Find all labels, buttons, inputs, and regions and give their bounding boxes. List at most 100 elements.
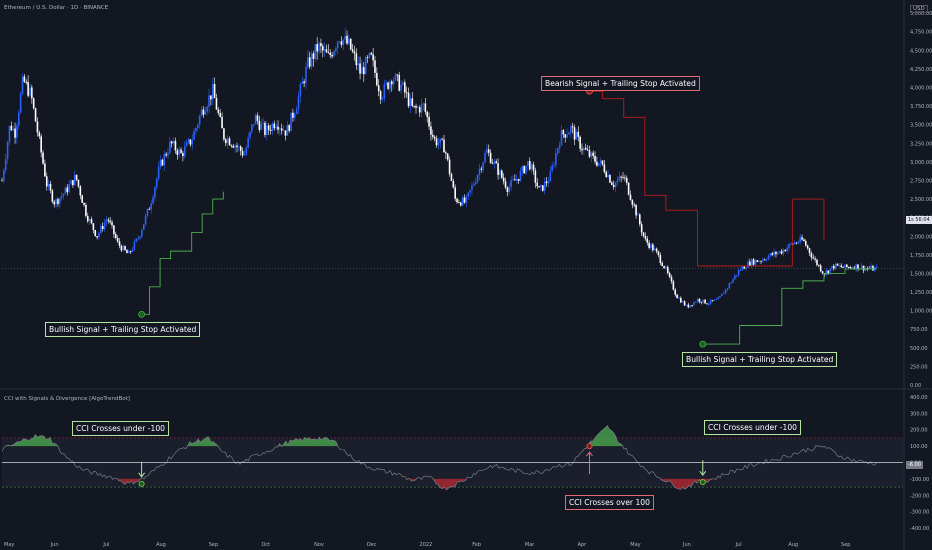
candle-body bbox=[404, 82, 406, 93]
candle-body bbox=[674, 289, 677, 295]
candle-body bbox=[379, 91, 382, 100]
cci-tick-label: -400.00 bbox=[910, 526, 929, 532]
candle-body bbox=[463, 197, 466, 203]
candle-body bbox=[47, 183, 50, 187]
candle-body bbox=[620, 176, 622, 178]
candle-body bbox=[254, 115, 257, 125]
candle-body bbox=[722, 293, 725, 295]
candle-body bbox=[64, 187, 67, 194]
candle-body bbox=[385, 82, 387, 84]
candle-body bbox=[527, 161, 529, 166]
candle-body bbox=[219, 113, 221, 117]
candle-body bbox=[135, 238, 138, 242]
candle-body bbox=[114, 234, 117, 238]
price-tick-label: 3,500.00 bbox=[910, 123, 932, 129]
candle-body bbox=[614, 182, 617, 188]
candle-body bbox=[390, 81, 393, 85]
candle-body bbox=[258, 120, 261, 130]
cci-tick-label: 400.00 bbox=[910, 395, 928, 401]
candle-body bbox=[176, 150, 179, 155]
candle-body bbox=[790, 243, 792, 245]
candle-body bbox=[232, 145, 235, 148]
candle-body bbox=[573, 127, 576, 140]
candle-body bbox=[763, 259, 766, 261]
cci-cross-over-marker bbox=[586, 443, 593, 450]
candle-body bbox=[57, 199, 59, 204]
candle-body bbox=[752, 259, 755, 265]
candle-body bbox=[782, 249, 785, 254]
candle-body bbox=[670, 276, 673, 282]
candle-body bbox=[471, 185, 473, 191]
candle-body bbox=[1, 180, 3, 182]
cci-under-label-1: CCI Crosses under -100 bbox=[72, 421, 170, 436]
candle-body bbox=[27, 81, 29, 96]
candle-body bbox=[737, 270, 740, 276]
candle-body bbox=[165, 154, 167, 156]
candle-body bbox=[376, 72, 378, 86]
price-tick-label: 1,500.00 bbox=[910, 271, 932, 277]
candle-body bbox=[116, 237, 119, 242]
candle-body bbox=[689, 305, 691, 308]
candle-body bbox=[180, 149, 182, 154]
candle-body bbox=[579, 136, 581, 149]
current-price-label: 1s 56:04 bbox=[906, 216, 932, 224]
candle-body bbox=[842, 267, 844, 268]
candle-body bbox=[844, 264, 846, 268]
candle-body bbox=[310, 53, 313, 67]
candle-body bbox=[144, 215, 147, 225]
price-tick-label: 2,000.00 bbox=[910, 234, 932, 240]
candle-body bbox=[730, 282, 732, 284]
axes: 5,000.00 4,750.00 4,500.00 4,250.00 4,000.00… bbox=[4, 11, 932, 548]
candle-body bbox=[290, 112, 292, 131]
candle-body bbox=[83, 202, 85, 205]
candle-body bbox=[618, 176, 621, 181]
candle-body bbox=[549, 171, 552, 182]
candle-body bbox=[514, 179, 516, 181]
candle-body bbox=[349, 38, 352, 50]
candle-body bbox=[601, 160, 604, 165]
candle-body bbox=[653, 248, 656, 251]
candle-body bbox=[784, 249, 787, 252]
candle-body bbox=[819, 265, 822, 272]
candle-body bbox=[118, 241, 121, 246]
candle-body bbox=[392, 80, 395, 85]
candle-body bbox=[433, 136, 436, 139]
candle-body bbox=[260, 123, 263, 130]
candle-body bbox=[344, 35, 346, 40]
candle-body bbox=[756, 260, 759, 262]
candle-body bbox=[374, 60, 376, 73]
candle-body bbox=[79, 186, 82, 196]
candle-body bbox=[508, 186, 511, 192]
candle-body bbox=[594, 155, 596, 162]
candle-body bbox=[387, 82, 389, 89]
candle-body bbox=[773, 251, 775, 255]
candle-body bbox=[215, 98, 218, 110]
candle-body bbox=[584, 147, 587, 150]
candle-body bbox=[183, 146, 186, 157]
candle-body bbox=[648, 242, 650, 248]
candle-body bbox=[831, 266, 833, 269]
candle-body bbox=[672, 281, 675, 290]
cci-cross-under-marker bbox=[699, 479, 706, 486]
currency-badge[interactable]: USD bbox=[910, 5, 928, 13]
cci-tick-label: 300.00 bbox=[910, 411, 928, 417]
candle-body bbox=[709, 300, 712, 304]
candle-body bbox=[564, 134, 567, 138]
price-tick-label: 1,250.00 bbox=[910, 290, 932, 296]
candle-body bbox=[812, 257, 815, 259]
candle-body bbox=[762, 259, 764, 262]
candle-body bbox=[454, 187, 456, 199]
candle-body bbox=[806, 245, 809, 249]
candle-body bbox=[103, 222, 106, 229]
candle-body bbox=[771, 253, 774, 255]
candle-body bbox=[157, 166, 160, 179]
candle-body bbox=[45, 176, 48, 187]
candle-body bbox=[249, 131, 251, 138]
cci-pane bbox=[1, 425, 903, 491]
candle-body bbox=[504, 181, 507, 188]
candle-body bbox=[515, 178, 518, 181]
candle-body bbox=[558, 145, 561, 149]
candle-body bbox=[21, 76, 24, 94]
candle-body bbox=[198, 116, 201, 125]
